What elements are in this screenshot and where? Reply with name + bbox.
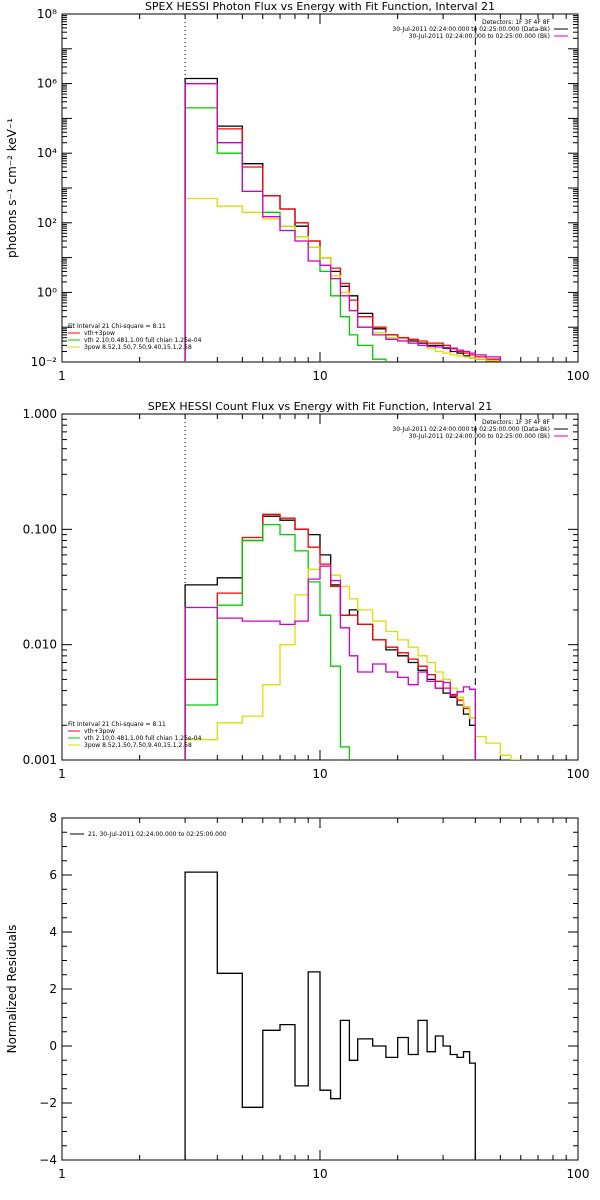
chart-title: SPEX HESSI Count Flux vs Energy with Fit… xyxy=(148,400,492,413)
y-tick-label: 4 xyxy=(49,925,57,939)
x-tick-label: 100 xyxy=(567,369,590,383)
plot-frame xyxy=(61,13,579,363)
series-2-histogram xyxy=(184,107,387,362)
y-tick-label: 2 xyxy=(49,982,57,996)
legend-entry: 3pow 8.52,1.50,7.50,9.40,15.1,2.58 xyxy=(84,344,192,351)
legend-entry: 3pow 8.52,1.50,7.50,9.40,15.1,2.58 xyxy=(84,742,192,749)
legend-entry: 21, 30-Jul-2011 02:24:00.000 to 02:25:00… xyxy=(88,831,227,838)
photon-flux-panel: 1 10 100 10⁻² 10⁰ 10² 10⁴ 10⁶ 10⁸ SPEX HESSI Phot… xyxy=(5,0,589,383)
y-tick-label: −2 xyxy=(39,1096,57,1110)
series-3-histogram xyxy=(184,565,522,760)
series-4-histogram xyxy=(184,565,476,760)
series-0-histogram xyxy=(184,871,476,1160)
count-flux-panel: 1 10 100 0.001 0.010 0.100 1.000 SPEX HESSI Cou… xyxy=(23,400,590,781)
x-tick-label: 100 xyxy=(567,767,590,781)
header-line: 30-Jul-2011 02:24:00.000 to 02:25:00.000… xyxy=(392,426,550,433)
legend-entry: vth+3pow xyxy=(84,728,115,735)
chart-title: SPEX HESSI Photon Flux vs Energy with Fi… xyxy=(145,0,495,13)
x-tick-label: 1 xyxy=(58,1167,66,1181)
y-tick-label: −4 xyxy=(39,1153,57,1167)
x-tick-label: 1 xyxy=(58,767,66,781)
x-tick-label: 10 xyxy=(312,1167,327,1181)
legend-entry: Fit Interval 21 Chi-square = 8.11 xyxy=(68,323,166,330)
y-tick-label: 0.001 xyxy=(23,753,57,767)
series-2-histogram xyxy=(184,523,351,760)
y-tick-label: 10² xyxy=(37,216,57,230)
y-axis-label: Normalized Residuals xyxy=(5,925,19,1054)
header-line: Detectors: 1F 3F 4F 8F xyxy=(482,419,551,426)
series-4-histogram xyxy=(184,82,501,362)
y-tick-label: 1.000 xyxy=(23,407,57,421)
x-tick-label: 1 xyxy=(58,369,66,383)
y-axis-label: photons s⁻¹ cm⁻² keV⁻¹ xyxy=(5,118,19,258)
y-tick-label: 10⁴ xyxy=(37,146,57,160)
legend-entry: Fit Interval 21 Chi-square = 8.11 xyxy=(68,721,166,728)
header-line: 30-Jul-2011 02:24:00.000 to 02:25:00.000… xyxy=(409,33,550,40)
y-tick-label: 10⁻² xyxy=(31,355,58,369)
series-0-histogram xyxy=(184,77,501,362)
y-tick-label: 10⁰ xyxy=(37,285,57,299)
y-tick-label: 0.010 xyxy=(23,638,57,652)
x-tick-label: 100 xyxy=(567,1167,590,1181)
series-3-histogram xyxy=(184,197,501,362)
x-tick-label: 10 xyxy=(312,369,327,383)
series-1-histogram xyxy=(184,82,501,362)
y-tick-label: 10⁶ xyxy=(37,77,57,91)
legend-entry: vth 2.10,0.481,1.00 full chian 1.25e-04 xyxy=(84,735,202,742)
y-tick-label: 10⁸ xyxy=(37,7,57,21)
y-tick-label: 8 xyxy=(49,811,57,825)
x-tick-label: 10 xyxy=(312,767,327,781)
y-tick-label: 0 xyxy=(49,1039,57,1053)
residuals-panel: 1 10 100 −4 −2 0 2 4 6 8 Normalized Residuals 21, 3… xyxy=(5,811,589,1181)
legend-entry: vth+3pow xyxy=(84,330,115,337)
header-line: Detectors: 1F 3F 4F 8F xyxy=(482,19,551,26)
y-tick-label: 6 xyxy=(49,868,57,882)
y-tick-label: 0.100 xyxy=(23,522,57,536)
legend-entry: vth 2.10,0.481,1.00 full chian 1.25e-04 xyxy=(84,337,202,344)
header-line: 30-Jul-2011 02:24:00.000 to 02:25:00.000… xyxy=(409,433,550,440)
header-line: 30-Jul-2011 02:24:00.000 to 02:25:00.000… xyxy=(392,26,550,33)
